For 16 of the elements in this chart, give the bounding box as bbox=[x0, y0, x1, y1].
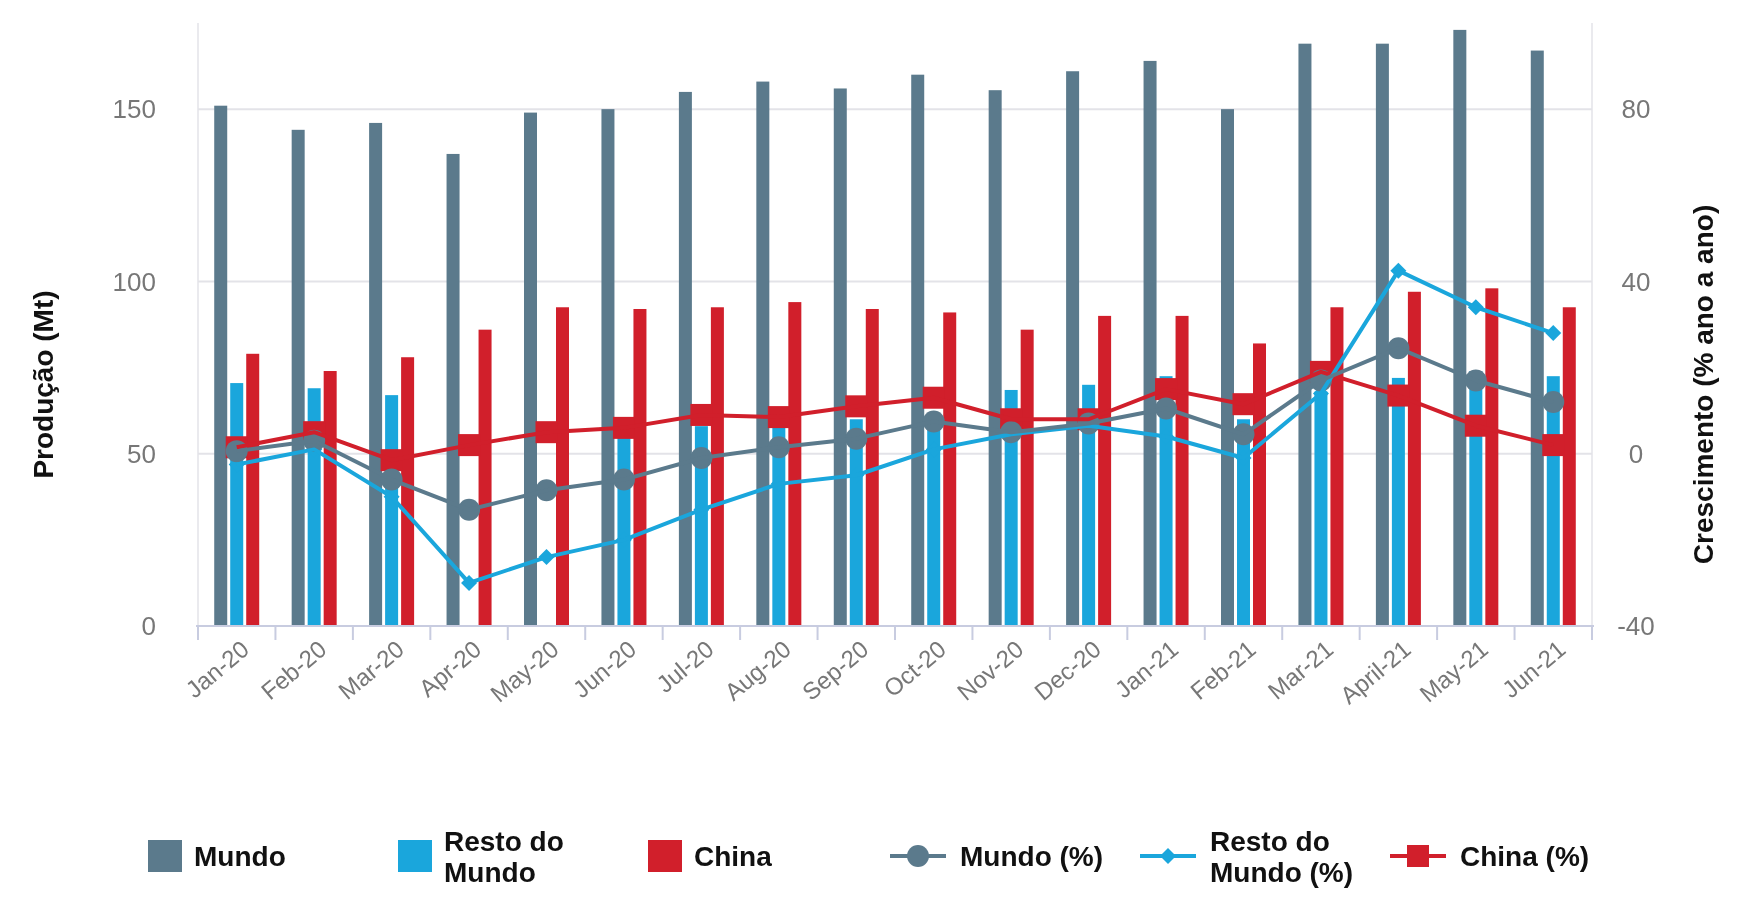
legend-label: Mundo bbox=[194, 840, 286, 872]
y2-tick-label: 40 bbox=[1621, 266, 1651, 297]
y2-tick-label: 80 bbox=[1621, 94, 1651, 125]
y-tick-label: 150 bbox=[112, 94, 156, 125]
y2-tick-label: 0 bbox=[1628, 438, 1644, 469]
legend-label: China bbox=[694, 840, 773, 872]
y-tick-label: 50 bbox=[127, 438, 156, 469]
legend-label: China (%) bbox=[1460, 840, 1590, 872]
y2-tick-label: -40 bbox=[1617, 611, 1655, 642]
y-tick-label: 100 bbox=[112, 266, 156, 297]
legend-label: Resto do Mundo (%) bbox=[1210, 825, 1354, 888]
legend-label: Resto do Mundo bbox=[444, 825, 564, 888]
legend-label: Mundo (%) bbox=[960, 840, 1104, 872]
y-axis-title: Produção (Mt) bbox=[28, 290, 59, 479]
y-tick-label: 0 bbox=[141, 611, 156, 642]
y2-axis-title: Crescimento (% ano a ano) bbox=[1688, 204, 1719, 565]
